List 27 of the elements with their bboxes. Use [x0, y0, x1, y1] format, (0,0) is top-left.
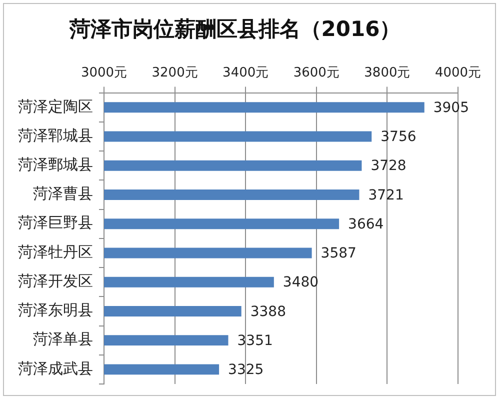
y-tick-label: 菏泽曹县: [33, 184, 93, 203]
y-tick-label: 菏泽开发区: [18, 272, 93, 290]
y-tick-label: 菏泽鄄城县: [18, 155, 93, 174]
data-label: 3728: [370, 158, 406, 174]
data-label: 3480: [282, 274, 319, 291]
chart-title: 菏泽市岗位薪酬区县排名（2016）: [68, 17, 401, 42]
y-tick-label: 菏泽成武县: [18, 359, 93, 378]
y-tick-label: 菏泽巨野县: [18, 214, 93, 232]
data-label: 3351: [237, 332, 273, 349]
y-tick-label: 菏泽东明县: [18, 301, 93, 320]
data-label: 3756: [380, 129, 416, 146]
data-label: 3905: [433, 100, 470, 116]
x-tick-label: 3200元: [152, 65, 198, 80]
y-tick-label: 菏泽郓城县: [18, 126, 93, 144]
x-tick-label: 4000元: [434, 65, 482, 80]
data-label: 3664: [348, 216, 384, 232]
data-label: 3325: [228, 362, 264, 378]
y-tick-label: 菏泽牡丹区: [18, 242, 93, 261]
x-tick-label: 3000元: [80, 65, 128, 80]
data-label: 3721: [368, 187, 404, 204]
x-tick-label: 3800元: [364, 65, 410, 80]
data-label: 3388: [250, 304, 286, 320]
x-tick-label: 3600元: [293, 65, 340, 80]
x-tick-label: 3400元: [222, 65, 269, 80]
y-tick-label: 菏泽单县: [33, 330, 93, 348]
data-label: 3587: [320, 246, 356, 262]
y-tick-label: 菏泽定陶区: [18, 97, 93, 116]
